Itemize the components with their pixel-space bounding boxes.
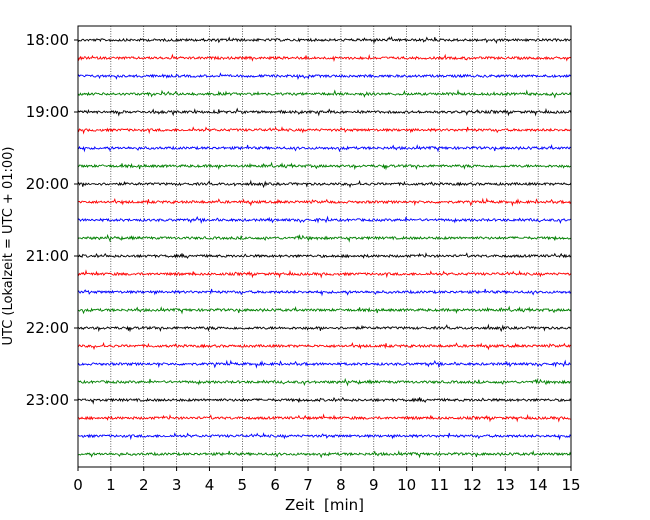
plot-frame <box>77 25 572 468</box>
trace-2345 <box>77 449 572 459</box>
trace-2130 <box>77 288 572 297</box>
y-tick-label: 21:00 <box>26 247 69 265</box>
y-axis-label: UTC (Lokalzeit = UTC + 01:00) <box>1 147 16 346</box>
x-tick-label: 15 <box>561 476 580 494</box>
trace-2015 <box>77 197 572 207</box>
seismic-traces <box>77 36 572 459</box>
y-tick-label: 20:00 <box>26 175 69 193</box>
trace-2315 <box>77 413 571 423</box>
y-axis-ticks: 18:00 19:00 20:00 21:00 22:00 23:00 <box>26 31 78 409</box>
x-tick-label: 2 <box>139 476 149 494</box>
x-tick-label: 14 <box>529 476 548 494</box>
trace-2145 <box>77 305 572 315</box>
trace-2200 <box>77 323 572 333</box>
trace-2245 <box>77 377 571 387</box>
y-tick-label: 18:00 <box>26 31 69 49</box>
trace-2115 <box>77 269 572 279</box>
trace-2100 <box>77 252 572 259</box>
x-tick-label: 12 <box>463 476 482 494</box>
trace-2215 <box>77 341 572 351</box>
x-tick-label: 4 <box>205 476 215 494</box>
trace-2330 <box>77 432 572 441</box>
trace-1830 <box>77 72 572 81</box>
y-tick-label: 22:00 <box>26 319 69 337</box>
trace-1930 <box>77 143 572 153</box>
trace-2030 <box>77 215 572 225</box>
trace-2230 <box>77 359 571 369</box>
trace-2045 <box>77 233 572 243</box>
y-tick-label: 19:00 <box>26 103 69 121</box>
grid-lines <box>110 26 539 467</box>
trace-2000 <box>77 179 572 189</box>
trace-1800 <box>77 36 572 45</box>
x-tick-label: 13 <box>496 476 515 494</box>
x-tick-label: 6 <box>270 476 280 494</box>
x-tick-label: 8 <box>336 476 346 494</box>
x-tick-label: 5 <box>238 476 248 494</box>
x-tick-label: 11 <box>430 476 449 494</box>
trace-2300 <box>77 396 572 405</box>
x-axis-label: Zeit [min] <box>285 496 364 514</box>
x-axis-ticks: 0 1 2 3 4 5 6 7 8 9 10 11 12 13 14 15 <box>73 467 581 494</box>
y-tick-label: 23:00 <box>26 391 69 409</box>
x-tick-label: 0 <box>73 476 83 494</box>
x-tick-label: 10 <box>397 476 416 494</box>
trace-1945 <box>77 161 571 171</box>
trace-1900 <box>77 107 572 117</box>
trace-1815 <box>77 53 572 62</box>
trace-1915 <box>77 126 572 135</box>
x-tick-label: 7 <box>303 476 313 494</box>
trace-1845 <box>77 89 572 99</box>
x-tick-label: 9 <box>369 476 379 494</box>
x-tick-label: 1 <box>106 476 116 494</box>
x-tick-label: 3 <box>172 476 182 494</box>
